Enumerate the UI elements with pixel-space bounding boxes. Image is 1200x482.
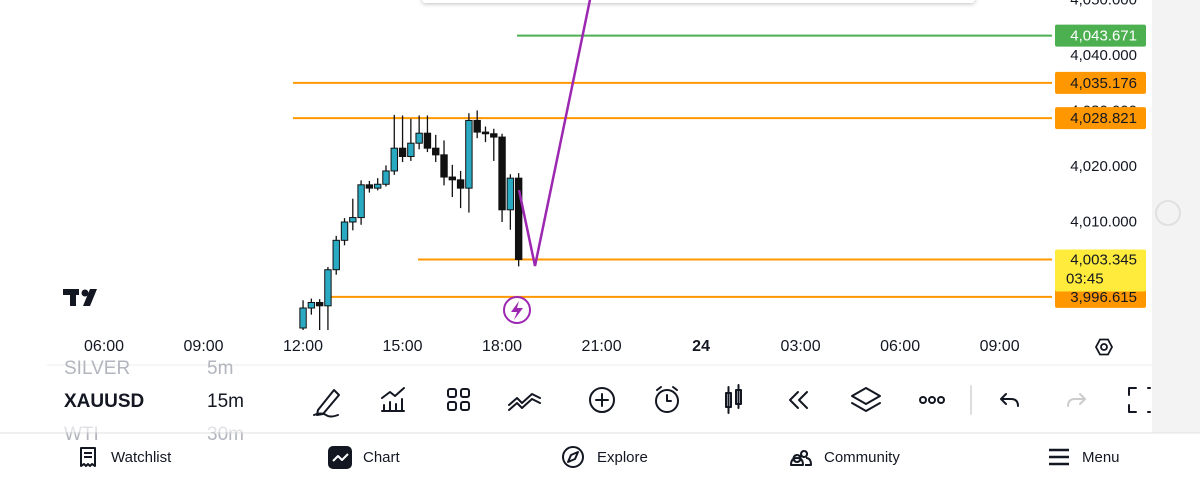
- nav-label[interactable]: Chart: [363, 449, 401, 466]
- candle-body: [307, 301, 316, 309]
- candle-body: [357, 184, 365, 219]
- tv-logo: [63, 289, 97, 306]
- symbol[interactable]: SILVER: [64, 358, 130, 379]
- candle-body: [456, 179, 465, 189]
- x-tick-label: 09:00: [184, 338, 224, 355]
- candle-body: [324, 269, 332, 307]
- candle-body: [398, 147, 407, 158]
- community-icon: [790, 450, 812, 466]
- x-tick-label: 18:00: [482, 338, 522, 355]
- y-tick-label: 4,050.000: [1070, 0, 1137, 9]
- candle-body: [415, 132, 423, 144]
- price-label: 4,028.821: [1070, 110, 1137, 127]
- interval: 5m: [207, 358, 233, 379]
- explore-needle: [567, 451, 579, 463]
- price-label-bg: [1055, 24, 1146, 47]
- candle-body: [423, 132, 432, 149]
- candle-body: [382, 170, 390, 185]
- last-price-label: 4,003.345: [1070, 251, 1137, 268]
- indicators[interactable]: [381, 387, 405, 412]
- candle-body: [332, 239, 340, 271]
- y-tick-label: 4,040.000: [1070, 47, 1137, 64]
- more[interactable]: [919, 396, 945, 404]
- alarm[interactable]: [655, 386, 679, 413]
- draw-tool[interactable]: [313, 389, 340, 418]
- toolbar: [313, 384, 1151, 418]
- candle-body: [498, 136, 506, 211]
- candle-body: [315, 301, 324, 307]
- x-tick-label: 06:00: [84, 338, 124, 355]
- symbol[interactable]: XAUUSD: [64, 391, 144, 412]
- alert-icon[interactable]: [503, 296, 531, 324]
- nav-label[interactable]: Explore: [597, 449, 648, 466]
- replay[interactable]: [789, 391, 808, 409]
- side-panel: [1152, 0, 1200, 433]
- popup: [422, 0, 975, 3]
- candle-body: [514, 177, 523, 260]
- nav-label[interactable]: Community: [824, 449, 900, 466]
- interval: 15m: [207, 391, 244, 412]
- undo[interactable]: [1000, 393, 1019, 407]
- candle-body: [440, 154, 448, 178]
- x-tick-label: 12:00: [283, 338, 323, 355]
- x-tick-label: 03:00: [781, 338, 821, 355]
- price-label: 3,996.615: [1070, 289, 1137, 306]
- x-tick-label: 09:00: [980, 338, 1020, 355]
- fullscreen[interactable]: [1128, 387, 1151, 413]
- price-label-bg: [1055, 71, 1146, 94]
- add[interactable]: [589, 387, 615, 413]
- candle-body: [365, 184, 374, 189]
- countdown: 03:45: [1066, 270, 1104, 287]
- layouts[interactable]: [447, 388, 470, 411]
- watchlist-fade: [47, 418, 297, 432]
- price-label-bg: [1055, 107, 1146, 130]
- redo[interactable]: [1067, 393, 1086, 407]
- candle-body: [448, 176, 457, 181]
- candle-body: [373, 183, 382, 189]
- x-tick-label: 15:00: [383, 338, 423, 355]
- projection-line: [517, 0, 592, 267]
- y-tick-label: 4,010.000: [1070, 214, 1137, 231]
- price-axis: 4,050.0004,040.0004,030.0004,020.0004,01…: [1055, 0, 1146, 308]
- nav-label[interactable]: Watchlist: [111, 449, 172, 466]
- candle-body: [481, 131, 490, 135]
- y-tick-label: 4,020.000: [1070, 158, 1137, 175]
- candle-body: [473, 119, 481, 133]
- side-handle[interactable]: [1155, 200, 1181, 226]
- plot-area: [293, 34, 1052, 330]
- candle-body: [340, 221, 349, 241]
- menu-icon: [1049, 448, 1069, 466]
- compare[interactable]: [508, 393, 541, 411]
- price-label: 4,035.176: [1070, 75, 1137, 92]
- candle-body: [432, 147, 440, 156]
- candle-body: [465, 119, 473, 189]
- candle-body: [299, 307, 307, 329]
- settings-icon[interactable]: [1094, 338, 1114, 356]
- price-label: 4,043.671: [1070, 28, 1137, 45]
- nav-icons: [80, 446, 1069, 469]
- chart-icon-line: [332, 453, 349, 462]
- explore-icon: [562, 446, 584, 468]
- candle-body: [390, 147, 398, 172]
- candle-body: [349, 217, 357, 223]
- watchlist-icon: [80, 447, 96, 467]
- x-tick-label: 24: [692, 338, 710, 355]
- candle-body: [407, 142, 415, 158]
- objects[interactable]: [851, 387, 881, 412]
- candle-body: [490, 133, 498, 138]
- x-tick-label: 21:00: [582, 338, 622, 355]
- x-tick-label: 06:00: [880, 338, 920, 355]
- bar-type[interactable]: [725, 384, 742, 414]
- candle-body: [506, 177, 515, 211]
- nav-label[interactable]: Menu: [1082, 449, 1120, 466]
- last-price-bg: [1055, 249, 1146, 292]
